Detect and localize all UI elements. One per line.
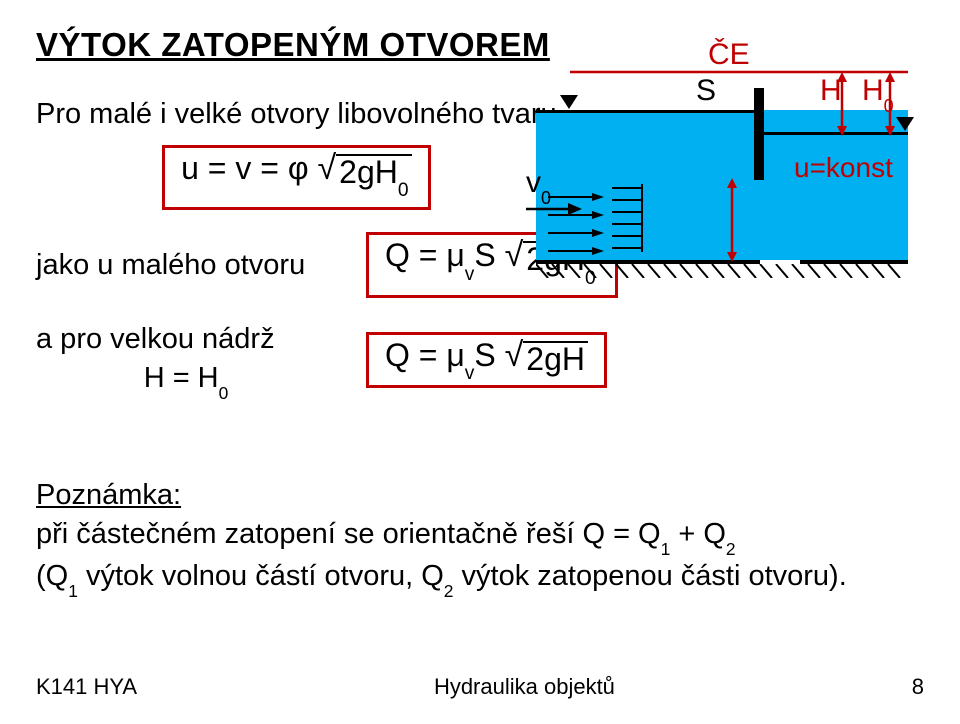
note-l1-mid: + Q: [670, 518, 726, 550]
eq2-mid: S: [474, 237, 495, 273]
row-big-label-l2-sub: 0: [219, 383, 229, 403]
eq2-arg-sub: 0: [585, 268, 596, 289]
ukonst-label: u=konst: [794, 152, 893, 184]
note-l1-a: při částečném zatopení se orientačně řeš…: [36, 518, 661, 550]
ce-line: [570, 66, 908, 78]
streamline-icon: [548, 188, 604, 206]
h-label: H: [820, 74, 842, 108]
note-l2-sub2: 2: [444, 581, 454, 601]
note-l1-sub2: 2: [726, 539, 736, 559]
s-label: S: [696, 74, 716, 108]
note-l1-sub1: 1: [661, 539, 671, 559]
h0-label-sub: 0: [884, 96, 894, 116]
v0-label-text: v: [526, 166, 541, 199]
barrier-wall: [754, 88, 764, 180]
note-l2-b: výtok volnou částí otvoru, Q: [78, 560, 444, 592]
row-big-label: a pro velkou nádrž H = H0: [36, 320, 336, 400]
row-small-label: jako u malého otvoru: [36, 249, 336, 282]
surface-marker-left-icon: [560, 95, 578, 109]
note-block: Poznámka: při částečném zatopení se orie…: [36, 476, 924, 598]
row-big-label-l2: H = H: [144, 362, 219, 394]
eq3-lhs: Q = μ: [385, 337, 465, 373]
page-footer: K141 HYA Hydraulika objektů 8: [36, 674, 924, 700]
note-line-1: při částečném zatopení se orientačně řeš…: [36, 515, 924, 556]
footer-right: 8: [912, 674, 924, 700]
note-l2-sub1: 1: [68, 581, 78, 601]
eq1-arg-sub: 0: [398, 180, 409, 201]
formula-q-big: Q = μvS √2gH: [366, 332, 607, 388]
eq1-arg: 2gH: [339, 154, 398, 190]
streamline-icon: [548, 224, 604, 242]
velocity-profile-icon: [612, 180, 648, 260]
row-big-label-l1: a pro velkou nádrž: [36, 320, 336, 359]
eq3-arg: 2gH: [523, 341, 588, 375]
intro-text: Pro malé i velké otvory libovolného tvar…: [36, 98, 557, 131]
note-line-2: (Q1 výtok volnou částí otvoru, Q2 výtok …: [36, 557, 924, 598]
eq1-lhs: u = v = φ: [181, 150, 308, 186]
diagram: ČE S H H0: [536, 42, 908, 274]
eq2-vsub: v: [465, 264, 475, 285]
note-l2-a: (Q: [36, 560, 68, 592]
formula-u-v: u = v = φ √2gH0: [162, 145, 430, 210]
footer-center: Hydraulika objektů: [434, 674, 615, 700]
streamline-icon: [548, 206, 604, 224]
dim-s: [722, 178, 742, 262]
h0-label: H0: [862, 74, 894, 112]
footer-left: K141 HYA: [36, 674, 137, 700]
note-heading: Poznámka:: [36, 476, 924, 515]
h0-label-text: H: [862, 74, 884, 107]
surface-left: [536, 110, 754, 113]
eq3-vsub: v: [465, 363, 475, 384]
streamline-icon: [548, 242, 604, 260]
eq2-lhs: Q = μ: [385, 237, 465, 273]
eq3-mid: S: [474, 337, 495, 373]
note-l2-c: výtok zatopenou části otvoru).: [453, 560, 846, 592]
